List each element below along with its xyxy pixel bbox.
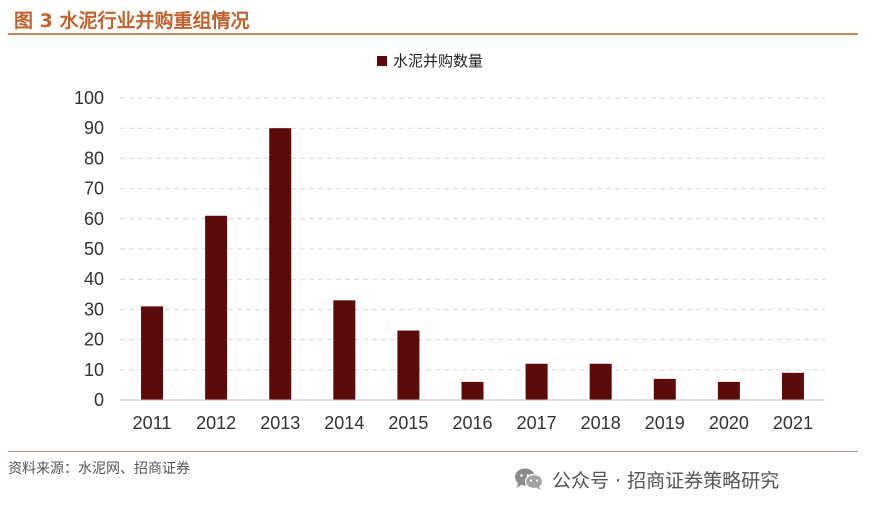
x-tick-label: 2019 (645, 413, 685, 433)
legend-swatch (377, 56, 387, 66)
source-note: 资料来源：水泥网、招商证券 (8, 461, 190, 477)
bar-2017 (525, 363, 548, 400)
bar-2012 (205, 215, 228, 400)
y-tick-label: 10 (84, 360, 104, 380)
x-tick-label: 2017 (517, 413, 557, 433)
x-tick-label: 2015 (388, 413, 428, 433)
y-tick-label: 50 (84, 239, 104, 259)
bar-2018 (589, 363, 612, 400)
bar-2013 (269, 128, 292, 400)
bar-2014 (333, 300, 356, 400)
legend: 水泥并购数量 (377, 52, 483, 70)
bars (141, 128, 804, 400)
wechat-watermark: 公众号 · 招商证券策略研究 (514, 464, 779, 494)
y-tick-label: 40 (84, 269, 104, 289)
y-tick-label: 90 (84, 118, 104, 138)
y-tick-label: 80 (84, 148, 104, 168)
y-tick-label: 60 (84, 209, 104, 229)
figure-title: 图 3 水泥行业并购重组情况 (14, 10, 250, 32)
watermark-text: 公众号 · 招商证券策略研究 (552, 469, 780, 492)
bar-2016 (461, 381, 484, 400)
x-tick-label: 2018 (581, 413, 621, 433)
x-tick-label: 2013 (260, 413, 300, 433)
y-tick-label: 100 (74, 88, 104, 108)
x-tick-label: 2020 (709, 413, 749, 433)
y-tick-label: 0 (94, 390, 104, 410)
bar-2015 (397, 330, 420, 400)
x-tick-label: 2014 (324, 413, 364, 433)
y-axis-tick-labels: 0 10 20 30 40 50 60 70 80 90 100 (74, 88, 104, 410)
gridlines (120, 97, 825, 371)
x-tick-label: 2021 (773, 413, 813, 433)
wechat-icon (515, 468, 544, 490)
bar-2019 (653, 378, 676, 400)
y-tick-label: 30 (84, 299, 104, 319)
y-tick-label: 20 (84, 330, 104, 350)
x-tick-label: 2012 (196, 413, 236, 433)
x-tick-label: 2011 (133, 413, 172, 433)
title-divider (8, 33, 858, 35)
footer-divider (8, 451, 858, 452)
x-axis-tick-labels: 2011 2012 2013 2014 2015 2016 2017 2018 2019 2020… (133, 413, 813, 433)
legend-label: 水泥并购数量 (393, 52, 483, 70)
x-tick-label: 2016 (452, 413, 492, 433)
bar-2020 (717, 381, 740, 400)
bar-2011 (141, 306, 164, 400)
y-tick-label: 70 (84, 179, 104, 199)
bar-2021 (781, 372, 804, 400)
